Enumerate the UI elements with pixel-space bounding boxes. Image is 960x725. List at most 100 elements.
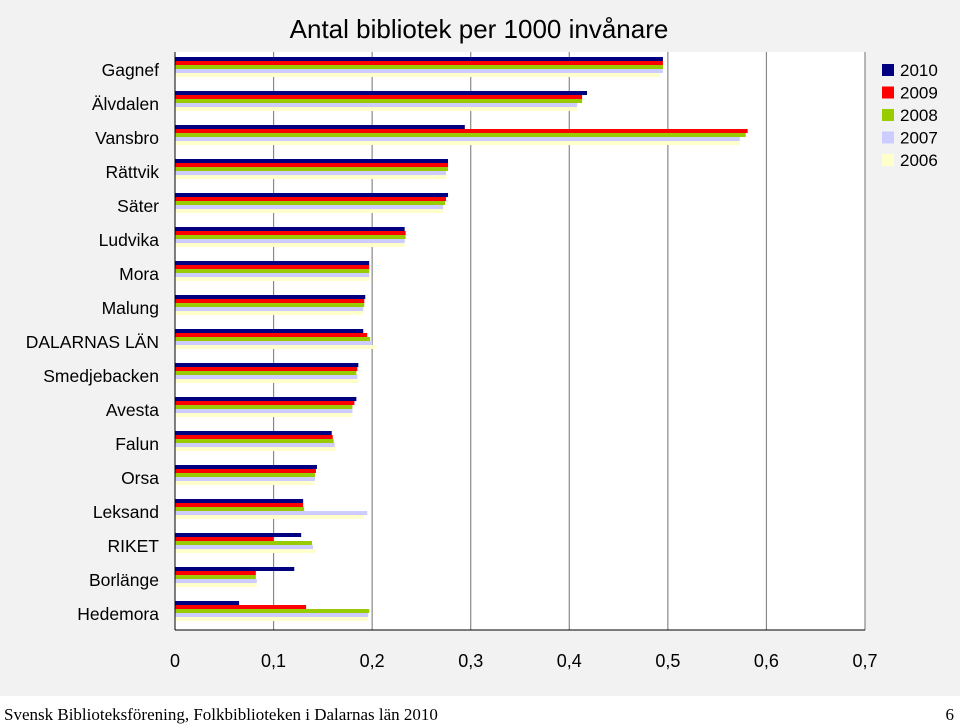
bar-2009 [175, 163, 449, 167]
category-label: Gagnef [102, 60, 160, 80]
bar-2007 [175, 137, 740, 141]
category-label: DALARNAS LÄN [26, 332, 159, 352]
x-tick-label: 0,1 [261, 651, 286, 671]
x-tick-label: 0,3 [458, 651, 483, 671]
bar-2006 [175, 243, 405, 247]
category-label: Älvdalen [92, 94, 159, 114]
bar-2010 [175, 601, 240, 605]
bar-2006 [175, 447, 336, 451]
bar-2007 [175, 409, 353, 413]
bar-2008 [175, 541, 313, 545]
x-tick-label: 0,2 [360, 651, 385, 671]
bars [175, 57, 748, 621]
bar-2009 [175, 605, 307, 609]
bar-2008 [175, 609, 370, 613]
bar-2008 [175, 201, 446, 205]
bar-2006 [175, 311, 364, 315]
bar-2007 [175, 613, 369, 617]
bar-2009 [175, 299, 365, 303]
x-tick-labels: 0 0,1 0,2 0,3 0,4 0,5 0,6 0,7 [170, 651, 878, 671]
legend-swatch [882, 154, 894, 166]
bar-2008 [175, 133, 746, 137]
bar-2006 [175, 277, 370, 281]
legend-label: 2008 [900, 106, 938, 125]
bar-2007 [175, 307, 364, 311]
x-tick-label: 0 [170, 651, 180, 671]
bar-2008 [175, 575, 256, 579]
bar-2008 [175, 65, 663, 69]
legend-swatch [882, 64, 894, 76]
legend-swatch [882, 86, 894, 99]
bar-2009 [175, 129, 748, 133]
bar-2006 [175, 413, 353, 417]
bar-2007 [175, 171, 447, 175]
category-label: Rättvik [106, 162, 160, 182]
bar-2006 [175, 209, 444, 213]
footer: Svensk Biblioteksförening, Folkbibliotek… [0, 696, 960, 725]
bar-2006 [175, 481, 314, 485]
bar-2008 [175, 235, 406, 239]
bar-2006 [175, 345, 376, 349]
bar-2008 [175, 167, 449, 171]
bar-2007 [175, 239, 405, 243]
bar-2006 [175, 107, 578, 111]
bar-2009 [175, 537, 274, 541]
bar-2010 [175, 431, 332, 435]
x-tick-label: 0,5 [655, 651, 680, 671]
chart-title: Antal bibliotek per 1000 invånare [290, 14, 669, 44]
bar-2007 [175, 545, 313, 549]
bar-2006 [175, 515, 364, 519]
bar-2010 [175, 295, 366, 299]
bar-2009 [175, 197, 447, 201]
bar-2007 [175, 69, 663, 73]
bar-2010 [175, 261, 370, 265]
page-number: 6 [945, 705, 955, 724]
bar-2010 [175, 227, 405, 231]
bar-2009 [175, 401, 355, 405]
legend-label: 2007 [900, 129, 938, 148]
bar-2009 [175, 61, 663, 65]
footer-text: Svensk Biblioteksförening, Folkbibliotek… [4, 705, 438, 724]
bar-2010 [175, 397, 357, 401]
legend-label: 2006 [900, 151, 938, 170]
bar-2008 [175, 507, 305, 511]
x-tick-label: 0,6 [754, 651, 779, 671]
bar-2008 [175, 337, 371, 341]
bar-2008 [175, 269, 370, 273]
bar-2010 [175, 159, 449, 163]
legend: 2010 2009 2008 2007 2006 [882, 61, 938, 170]
bar-2006 [175, 175, 447, 179]
category-label: Avesta [106, 400, 159, 420]
bar-2010 [175, 57, 663, 61]
bar-2008 [175, 303, 365, 307]
bar-2007 [175, 477, 315, 481]
bar-2009 [175, 503, 304, 507]
bar-2008 [175, 405, 353, 409]
legend-swatch [882, 109, 894, 121]
bar-2010 [175, 465, 317, 469]
bar-2010 [175, 533, 302, 537]
bar-2009 [175, 231, 406, 235]
bar-2006 [175, 73, 660, 77]
bar-2006 [175, 617, 369, 621]
category-label: Vansbro [95, 128, 159, 148]
category-labels: Gagnef Älvdalen Vansbro Rättvik Säter Ludvika… [26, 60, 160, 624]
bar-2008 [175, 473, 315, 477]
bar-2007 [175, 443, 335, 447]
bar-2006 [175, 141, 740, 145]
category-label: Borlänge [89, 570, 159, 590]
bar-2008 [175, 439, 334, 443]
bar-2009 [175, 265, 370, 269]
bar-2006 [175, 379, 359, 383]
bar-2009 [175, 435, 333, 439]
bar-2009 [175, 95, 583, 99]
category-label: Leksand [93, 502, 159, 522]
bar-2007 [175, 511, 368, 515]
bar-2006 [175, 549, 315, 553]
category-label: RIKET [107, 536, 159, 556]
bar-2010 [175, 125, 465, 129]
bar-2007 [175, 205, 444, 209]
bar-2007 [175, 341, 373, 345]
chart: Antal bibliotek per 1000 invånare Gagnef… [26, 14, 938, 671]
bar-2009 [175, 571, 256, 575]
